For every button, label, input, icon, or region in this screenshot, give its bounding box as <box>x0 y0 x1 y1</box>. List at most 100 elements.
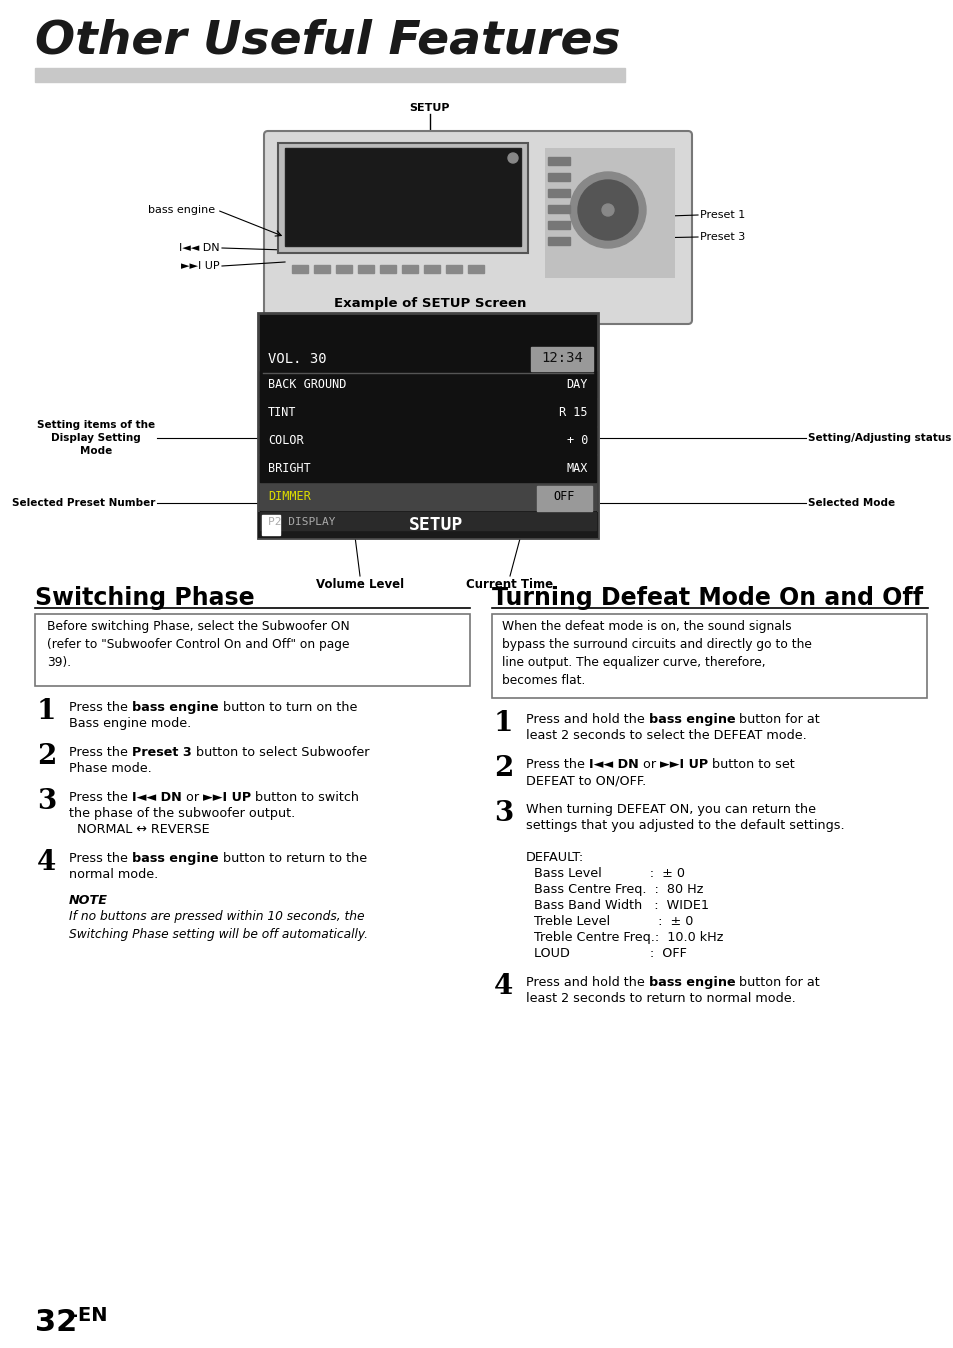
Text: + 0: + 0 <box>566 434 587 446</box>
Text: If no buttons are pressed within 10 seconds, the
Switching Phase setting will be: If no buttons are pressed within 10 seco… <box>69 910 368 941</box>
Text: Phase mode.: Phase mode. <box>69 762 152 775</box>
Text: P2 DISPLAY: P2 DISPLAY <box>268 518 335 527</box>
Text: VOL. 30: VOL. 30 <box>268 352 326 367</box>
Text: bass engine: bass engine <box>648 713 735 727</box>
Text: bass engine: bass engine <box>132 852 218 865</box>
Text: Press the: Press the <box>69 852 132 865</box>
Text: Other Useful Features: Other Useful Features <box>35 18 620 63</box>
Text: I◄◄ DN: I◄◄ DN <box>132 791 181 803</box>
Text: I◄◄ DN: I◄◄ DN <box>179 243 220 253</box>
Circle shape <box>569 173 645 248</box>
Text: DEFEAT to ON/OFF.: DEFEAT to ON/OFF. <box>525 774 645 787</box>
Text: 4: 4 <box>494 973 513 1000</box>
Bar <box>35 67 624 82</box>
Bar <box>260 427 596 454</box>
Text: ►►I UP: ►►I UP <box>181 262 220 271</box>
Bar <box>257 313 598 538</box>
Text: TINT: TINT <box>268 406 296 418</box>
Circle shape <box>601 204 614 216</box>
Text: NORMAL ↔ REVERSE: NORMAL ↔ REVERSE <box>69 824 210 836</box>
Text: NOTE: NOTE <box>69 894 108 907</box>
Text: button to turn on the: button to turn on the <box>218 701 356 714</box>
Bar <box>423 266 439 274</box>
Text: 4: 4 <box>37 849 56 876</box>
Text: DIMMER: DIMMER <box>268 489 311 503</box>
Bar <box>335 266 352 274</box>
Bar <box>547 156 569 164</box>
Bar <box>260 483 596 510</box>
Bar <box>547 173 569 181</box>
Text: When the defeat mode is on, the sound signals
bypass the surround circuits and d: When the defeat mode is on, the sound si… <box>501 620 811 687</box>
Text: Press the: Press the <box>69 701 132 714</box>
Text: -EN: -EN <box>70 1306 108 1325</box>
Text: Selected Mode: Selected Mode <box>807 497 894 508</box>
Text: BACK GROUND: BACK GROUND <box>268 377 346 391</box>
Text: normal mode.: normal mode. <box>69 868 158 882</box>
Bar <box>531 346 593 371</box>
Text: bass engine: bass engine <box>148 205 214 214</box>
Text: Press and hold the: Press and hold the <box>525 976 648 989</box>
Text: Treble Centre Freq.:  10.0 kHz: Treble Centre Freq.: 10.0 kHz <box>525 931 722 944</box>
Text: BRIGHT: BRIGHT <box>268 461 311 474</box>
Bar <box>257 512 598 538</box>
Text: Bass Level            :  ± 0: Bass Level : ± 0 <box>525 867 684 880</box>
Bar <box>35 613 470 686</box>
Circle shape <box>507 154 517 163</box>
Text: Switching Phase: Switching Phase <box>35 586 254 611</box>
Text: SETUP: SETUP <box>409 516 463 534</box>
Bar <box>401 266 417 274</box>
Bar <box>357 266 374 274</box>
Circle shape <box>578 181 638 240</box>
Text: least 2 seconds to select the DEFEAT mode.: least 2 seconds to select the DEFEAT mod… <box>525 729 806 741</box>
Text: 12:34: 12:34 <box>540 350 582 365</box>
Text: LOUD                    :  OFF: LOUD : OFF <box>525 948 686 960</box>
Text: When turning DEFEAT ON, you can return the: When turning DEFEAT ON, you can return t… <box>525 803 815 816</box>
Text: button to select Subwoofer: button to select Subwoofer <box>192 745 369 759</box>
Text: Example of SETUP Screen: Example of SETUP Screen <box>334 297 526 310</box>
Text: Setting items of the
Display Setting
Mode: Setting items of the Display Setting Mod… <box>37 419 154 456</box>
Text: R 15: R 15 <box>558 406 587 418</box>
Bar <box>446 266 461 274</box>
Text: Current Time: Current Time <box>466 578 553 590</box>
Text: 1: 1 <box>37 698 56 725</box>
Text: settings that you adjusted to the default settings.: settings that you adjusted to the defaul… <box>525 820 843 832</box>
Bar <box>547 237 569 245</box>
Text: I◄◄ DN: I◄◄ DN <box>588 758 638 771</box>
Text: Before switching Phase, select the Subwoofer ON
(refer to "Subwoofer Control On : Before switching Phase, select the Subwo… <box>47 620 350 669</box>
Bar <box>285 148 520 245</box>
FancyBboxPatch shape <box>264 131 691 324</box>
Bar <box>547 221 569 229</box>
Bar <box>468 266 483 274</box>
Bar <box>547 205 569 213</box>
Text: Press the: Press the <box>69 745 132 759</box>
Text: button for at: button for at <box>735 713 820 727</box>
Text: button for at: button for at <box>735 976 820 989</box>
Bar <box>547 189 569 197</box>
Bar <box>379 266 395 274</box>
Bar <box>292 266 308 274</box>
Text: 32: 32 <box>35 1308 77 1337</box>
Text: 2: 2 <box>37 743 56 770</box>
Text: Bass engine mode.: Bass engine mode. <box>69 717 191 731</box>
Bar <box>314 266 330 274</box>
Text: bass engine: bass engine <box>132 701 218 714</box>
Text: DEFAULT:: DEFAULT: <box>525 851 583 864</box>
Text: SETUP: SETUP <box>410 102 450 113</box>
Text: Press and hold the: Press and hold the <box>525 713 648 727</box>
Text: 3: 3 <box>494 799 513 828</box>
Text: 1: 1 <box>494 710 513 737</box>
Text: Turning Defeat Mode On and Off: Turning Defeat Mode On and Off <box>492 586 923 611</box>
Text: Press the: Press the <box>69 791 132 803</box>
Text: least 2 seconds to return to normal mode.: least 2 seconds to return to normal mode… <box>525 992 795 1006</box>
Text: button to switch: button to switch <box>251 791 358 803</box>
Text: Setting/Adjusting status: Setting/Adjusting status <box>807 433 950 443</box>
Text: Bass Centre Freq.  :  80 Hz: Bass Centre Freq. : 80 Hz <box>525 883 702 896</box>
Text: COLOR: COLOR <box>268 434 303 446</box>
Text: bass engine: bass engine <box>648 976 735 989</box>
Text: DAY: DAY <box>566 377 587 391</box>
Bar <box>260 371 596 398</box>
Bar <box>262 515 280 535</box>
Text: MAX: MAX <box>566 461 587 474</box>
Text: Selected Preset Number: Selected Preset Number <box>11 497 154 508</box>
Text: 3: 3 <box>37 789 56 816</box>
